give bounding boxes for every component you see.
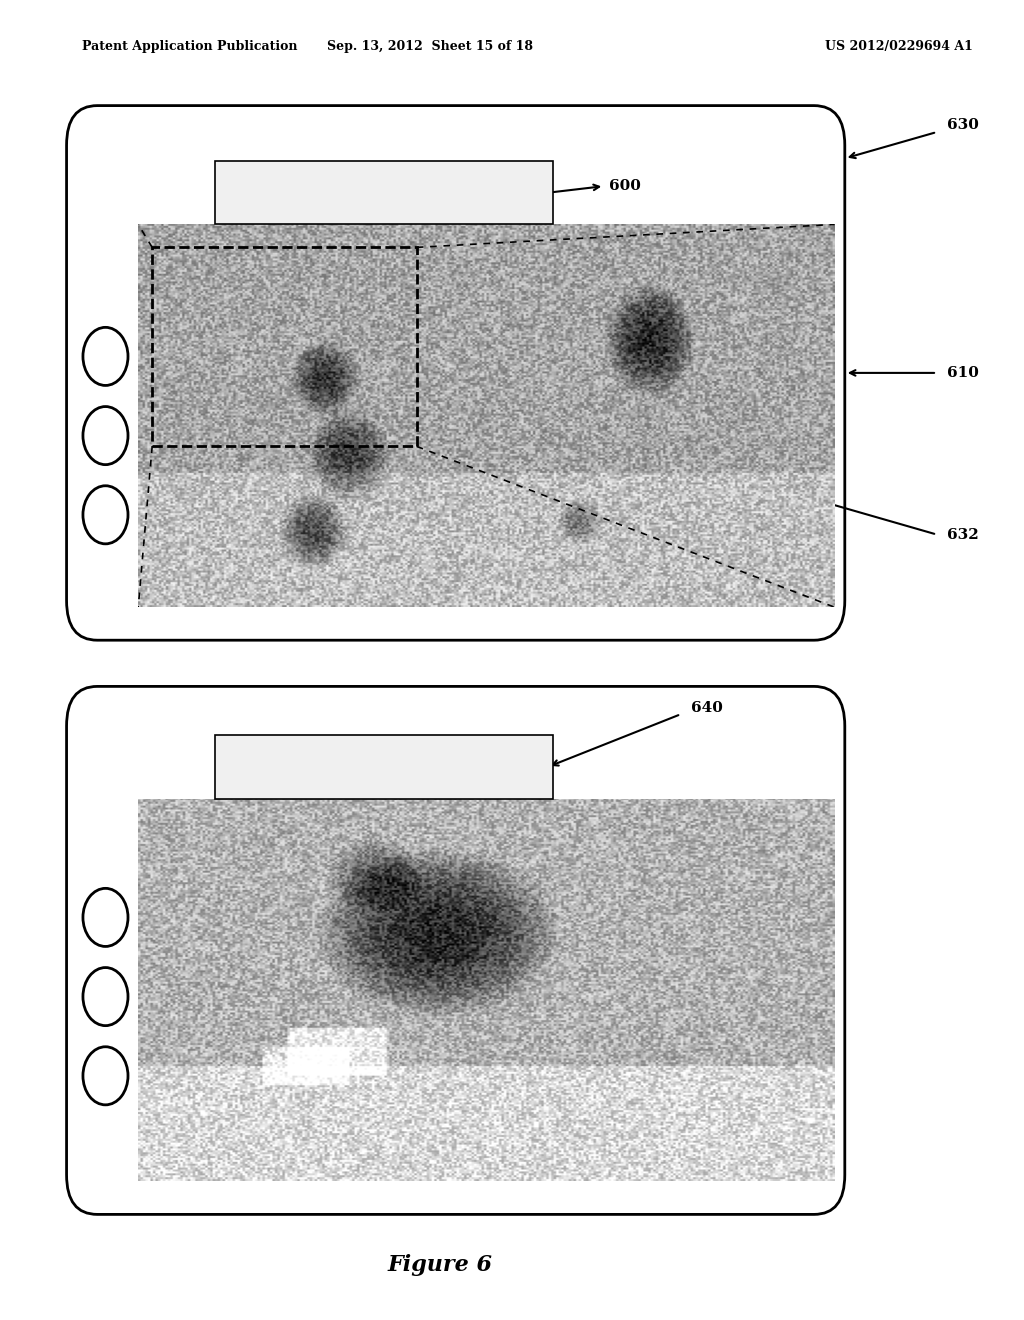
Text: 600: 600: [609, 180, 641, 193]
Text: 630: 630: [947, 119, 979, 132]
FancyBboxPatch shape: [67, 106, 845, 640]
Text: US 2012/0229694 A1: US 2012/0229694 A1: [825, 40, 973, 53]
Text: 632: 632: [947, 528, 979, 541]
Text: Capture Mode: Automatic Zoom: Capture Mode: Automatic Zoom: [301, 762, 467, 772]
Text: Sep. 13, 2012  Sheet 15 of 18: Sep. 13, 2012 Sheet 15 of 18: [327, 40, 534, 53]
Text: 640: 640: [691, 701, 723, 714]
Text: Figure 6: Figure 6: [388, 1254, 493, 1275]
FancyBboxPatch shape: [67, 686, 845, 1214]
Text: Capture Mode: Automatic Zoom: Capture Mode: Automatic Zoom: [301, 187, 467, 198]
FancyBboxPatch shape: [215, 735, 553, 799]
Text: 610: 610: [947, 366, 979, 380]
Text: Patent Application Publication: Patent Application Publication: [82, 40, 297, 53]
FancyBboxPatch shape: [215, 161, 553, 224]
